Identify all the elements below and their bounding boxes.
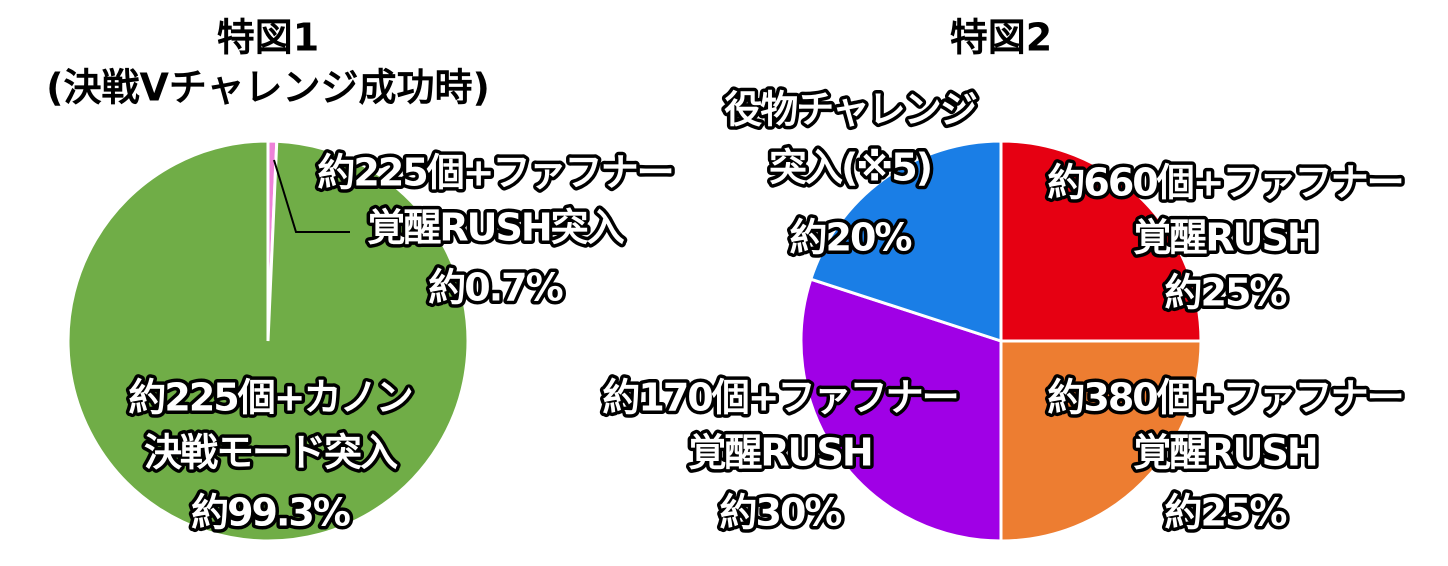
slice-label: 約170個+ファフナー [602,376,957,420]
slice-label: 覚醒RUSH [688,431,871,475]
value-label: 約30% [720,491,842,535]
pie-slice [999,339,1203,543]
slice-label: 覚醒RUSH突入 [367,206,624,250]
chart-title: 特図2 [950,16,1052,60]
slice-label: 約225個+カノン [128,376,411,420]
slice-label: 役物チャレンジ [724,88,977,132]
slice-label: 約225個+ファフナー [317,151,672,195]
slice-label: 覚醒RUSH [1133,431,1316,475]
value-label: 約25% [1165,271,1287,315]
pie-slice [999,139,1203,343]
value-label: 約0.7% [428,266,562,310]
leader-line [273,159,350,233]
slice-label: 約660個+ファフナー [1047,161,1402,205]
slice-label: 約380個+ファフナー [1047,376,1402,420]
slice-label: 覚醒RUSH [1133,216,1316,260]
value-label: 約99.3% [191,491,350,535]
value-label: 約20% [790,216,912,260]
pie-slice [808,139,1003,344]
pie-slice [66,139,470,543]
slice-label: 突入(※5) [769,146,931,190]
pie-slice [799,277,1003,543]
chart-title: 特図1 [217,16,319,60]
value-label: 約25% [1165,491,1287,535]
chart-subtitle: (決戦Vチャレンジ成功時) [46,66,490,110]
slice-label: 決戦モード突入 [144,431,398,475]
